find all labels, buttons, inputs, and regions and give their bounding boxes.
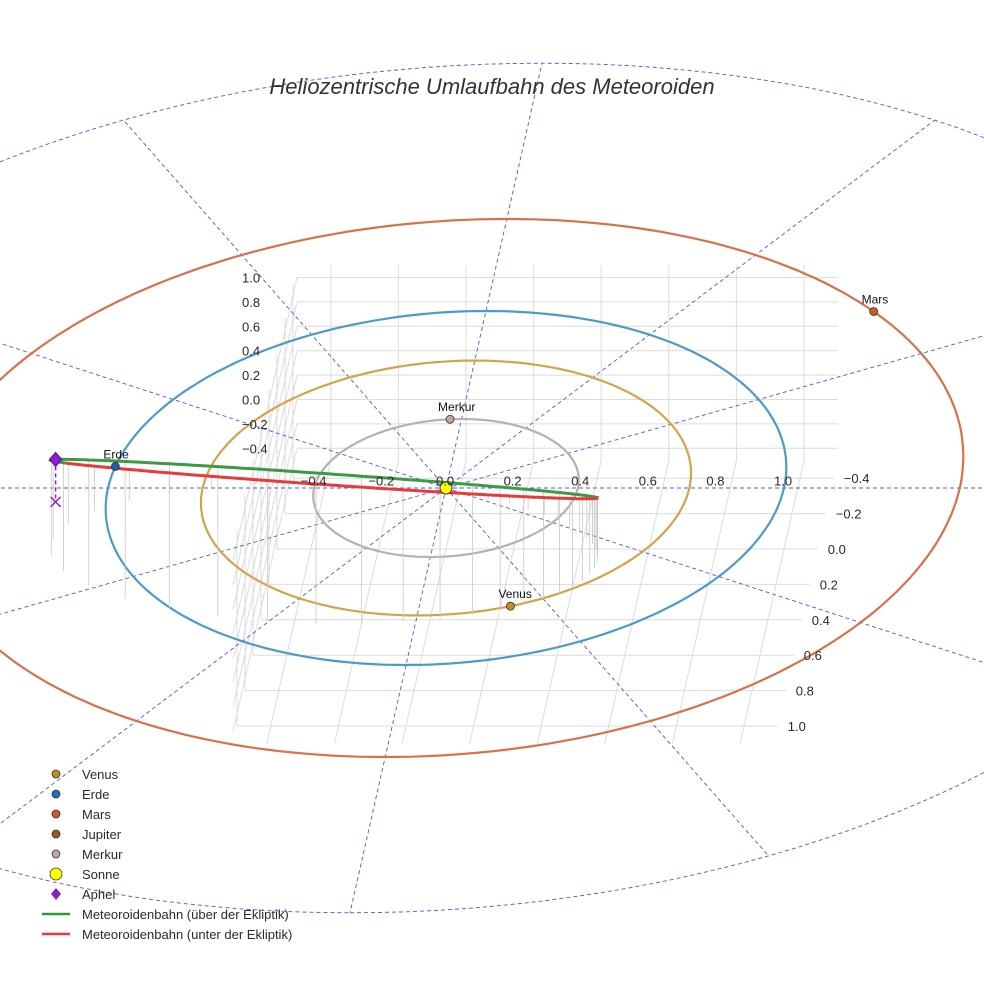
z-tick-label: 0.6 (242, 319, 260, 334)
legend-entry: Venus (38, 764, 292, 784)
x-tick-label: 0.8 (796, 684, 814, 699)
legend-symbol-diamond (51, 888, 61, 900)
grid-line (401, 460, 467, 744)
z-tick-label: −0.2 (242, 417, 268, 432)
planet-label-venus: Venus (498, 587, 531, 601)
legend-entry: Meteoroidenbahn (über der Ekliptik) (38, 904, 292, 924)
ecliptic-radial-line (445, 487, 769, 857)
grid-line (232, 301, 298, 586)
x-tick-label: 0.4 (812, 613, 830, 628)
legend-label: Aphel (82, 886, 116, 902)
y-tick-label: 0.4 (571, 474, 589, 489)
legend-symbol-line (42, 932, 70, 936)
legend-label: Mars (82, 806, 111, 822)
z-tick-label: 0.2 (242, 368, 260, 383)
y-tick-label: 0.0 (436, 474, 454, 489)
grid-line (232, 277, 298, 561)
grid-line (232, 350, 298, 635)
legend-symbol-dot (51, 849, 61, 859)
grid-line (536, 460, 602, 744)
grid-line (232, 399, 298, 683)
y-tick-label: 1.0 (774, 474, 792, 489)
meteoroid-orbit-below (65, 461, 593, 501)
planet-label-erde: Erde (103, 447, 129, 461)
legend-symbol-dot (51, 789, 61, 799)
z-tick-label: 1.0 (242, 271, 260, 286)
x-tick-label: 0.6 (804, 648, 822, 663)
legend-label: Jupiter (82, 826, 122, 842)
grid-line (333, 460, 399, 744)
legend-symbol-dot (51, 829, 61, 839)
grid-line (266, 460, 332, 744)
legend-entry: Merkur (38, 844, 292, 864)
z-tick-label: 0.0 (242, 393, 260, 408)
legend-entry: Jupiter (38, 824, 292, 844)
y-tick-label: 0.2 (504, 474, 522, 489)
legend-entry: Erde (38, 784, 292, 804)
orbit-erde (104, 309, 788, 667)
x-tick-label: −0.2 (836, 507, 862, 522)
legend-entry: Meteoroidenbahn (unter der Ekliptik) (38, 924, 292, 944)
legend-label: Venus (82, 766, 119, 782)
ecliptic-radial-line (445, 487, 984, 664)
planet-label-mars: Mars (862, 292, 889, 306)
ecliptic-radial-line (445, 335, 984, 489)
z-tick-label: −0.4 (242, 441, 268, 456)
ecliptic-radial-line (123, 119, 447, 489)
z-tick-label: 0.8 (242, 295, 260, 310)
grid-line (232, 448, 298, 732)
legend-label: Sonne (82, 866, 120, 882)
legend-label: Erde (82, 786, 110, 802)
legend-label: Meteoroidenbahn (unter der Ekliptik) (82, 926, 293, 942)
planet-mars (869, 307, 879, 316)
meteoroid-orbit-above (48, 457, 600, 500)
legend-symbol-dot (51, 809, 61, 819)
legend-entry: Mars (38, 804, 292, 824)
grid-line (604, 460, 670, 744)
legend-symbol-line (42, 912, 70, 916)
grid-line (232, 374, 298, 659)
sun-marker (439, 481, 453, 495)
ecliptic-radial-line (445, 119, 936, 489)
grid-line (469, 460, 535, 744)
legend-symbol-dot (51, 769, 61, 779)
orbit-venus (199, 359, 693, 617)
orbit-mars (0, 217, 965, 759)
ecliptic-radial-line (0, 342, 447, 489)
legend-label: Merkur (82, 846, 123, 862)
planet-venus (506, 601, 515, 611)
legend: Venus Erde Mars Jupiter Merkur Sonne Aphel Mete… (38, 764, 292, 944)
aphel-marker (48, 451, 63, 468)
x-tick-label: 0.2 (820, 577, 838, 592)
x-tick-label: −0.4 (844, 471, 870, 486)
planet-label-merkur: Merkur (438, 400, 475, 414)
legend-symbol-sun (49, 867, 63, 881)
grid-line (232, 326, 298, 610)
legend-label: Meteoroidenbahn (über der Ekliptik) (82, 906, 289, 922)
grid-line (671, 460, 737, 744)
meteoroid-orbit-below (592, 496, 599, 501)
legend-entry: Aphel (38, 884, 292, 904)
orbit-merkur (312, 417, 580, 559)
y-tick-label: 0.8 (706, 474, 724, 489)
x-tick-label: 1.0 (788, 719, 806, 734)
x-tick-label: 0.0 (828, 542, 846, 557)
chart-title: Heliozentrische Umlaufbahn des Meteoroid… (269, 74, 715, 99)
ecliptic-radial-line (0, 487, 447, 615)
y-tick-label: 0.6 (639, 474, 657, 489)
z-tick-label: 0.4 (242, 344, 260, 359)
ecliptic-radial-line (445, 63, 543, 489)
grid-line (739, 460, 805, 744)
legend-entry: Sonne (38, 864, 292, 884)
ecliptic-radial-line (0, 487, 447, 825)
ecliptic-radial-line (349, 487, 447, 913)
planet-erde (110, 462, 120, 471)
ecliptic-circle (0, 62, 984, 914)
aphel-projection-marker (50, 496, 62, 508)
planet-merkur (445, 414, 455, 424)
y-tick-label: −0.4 (301, 474, 327, 489)
y-tick-label: −0.2 (368, 474, 394, 489)
